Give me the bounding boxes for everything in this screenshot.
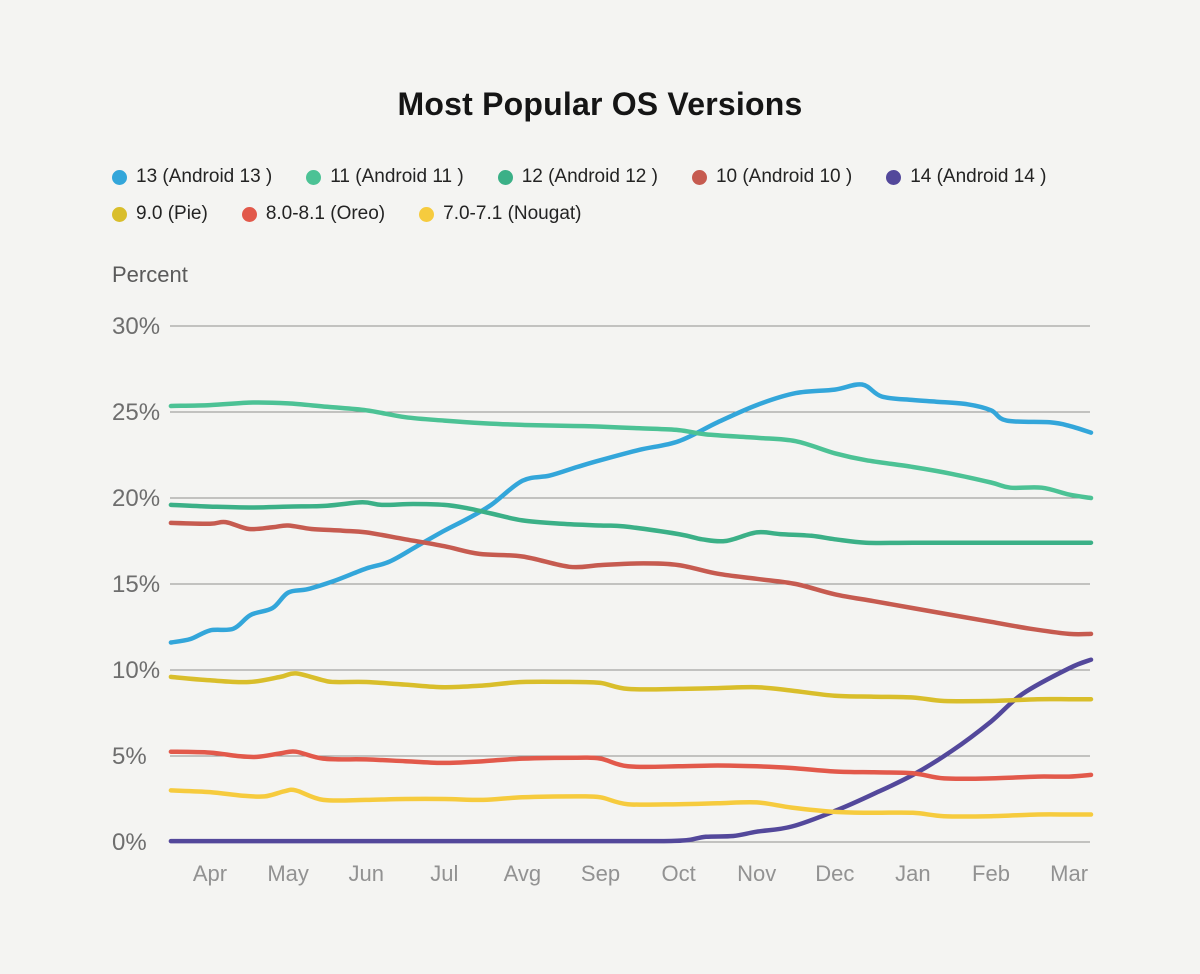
x-tick-label: Jan xyxy=(895,861,930,886)
x-tick-label: May xyxy=(267,861,309,886)
series-line-12-android-12 xyxy=(168,500,1094,546)
legend-marker-icon xyxy=(886,169,902,185)
x-tick-label: Feb xyxy=(972,861,1010,886)
y-tick-label: 5% xyxy=(112,743,147,770)
legend-item-label: 7.0-7.1 (Nougat) xyxy=(443,203,582,224)
legend-marker-icon xyxy=(497,169,513,185)
legend-marker-icon xyxy=(112,206,127,222)
chart-title: Most Popular OS Versions xyxy=(397,86,803,122)
y-tick-label: 15% xyxy=(112,571,160,598)
y-axis-title: Percent xyxy=(112,262,188,287)
legend-item-7-0-7-1-nougat[interactable]: 7.0-7.1 (Nougat) xyxy=(419,203,582,225)
legend-item-14-android-14[interactable]: 14 (Android 14 ) xyxy=(886,166,1046,188)
legend-item-label: 9.0 (Pie) xyxy=(136,203,208,224)
legend-marker-icon xyxy=(112,169,127,185)
legend-marker-icon xyxy=(306,169,322,185)
legend-marker-icon xyxy=(419,206,435,222)
x-tick-label: Sep xyxy=(581,861,620,886)
legend-item-12-android-12[interactable]: 12 (Android 12 ) xyxy=(497,166,658,188)
y-tick-label: 30% xyxy=(112,313,160,340)
x-tick-label: Mar xyxy=(1050,861,1088,886)
legend-row: 13 (Android 13 ) 11 (Android 11 ) 12 (Andr… xyxy=(112,166,1160,188)
y-tick-label: 0% xyxy=(112,829,147,856)
x-tick-label: Avg xyxy=(504,861,542,886)
series-line-7-0-7-1-nougat xyxy=(168,787,1094,819)
legend-marker-icon xyxy=(691,169,707,185)
x-tick-label: Nov xyxy=(737,861,776,886)
legend: 13 (Android 13 ) 11 (Android 11 ) 12 (Andr… xyxy=(112,166,1160,240)
legend-item-label: 8.0-8.1 (Oreo) xyxy=(265,203,386,224)
legend-item-8-0-8-1-oreo[interactable]: 8.0-8.1 (Oreo) xyxy=(241,203,386,225)
legend-item-label: 12 (Android 12 ) xyxy=(521,166,658,187)
legend-item-label: 13 (Android 13 ) xyxy=(136,166,273,187)
legend-marker-icon xyxy=(241,206,257,222)
legend-item-label: 11 (Android 11 ) xyxy=(330,166,464,187)
series-line-10-android-10 xyxy=(168,519,1094,637)
x-tick-label: Dec xyxy=(815,861,854,886)
series-line-11-android-11 xyxy=(168,400,1094,501)
legend-row: 9.0 (Pie) 8.0-8.1 (Oreo) 7.0-7.1 (Nougat) xyxy=(112,203,1160,225)
legend-item-13-android-13[interactable]: 13 (Android 13 ) xyxy=(112,166,272,188)
series-line-13-android-13 xyxy=(168,382,1094,645)
x-tick-label: Jul xyxy=(430,861,458,886)
x-tick-label: Jun xyxy=(348,861,383,886)
legend-item-9-0-pie[interactable]: 9.0 (Pie) xyxy=(112,203,208,225)
legend-item-label: 14 (Android 14 ) xyxy=(910,166,1047,187)
y-tick-label: 25% xyxy=(112,399,160,426)
legend-item-label: 10 (Android 10 ) xyxy=(715,166,853,187)
y-tick-label: 10% xyxy=(112,657,160,684)
legend-item-11-android-11[interactable]: 11 (Android 11 ) xyxy=(306,166,464,188)
legend-item-10-android-10[interactable]: 10 (Android 10 ) xyxy=(691,166,853,188)
x-tick-label: Oct xyxy=(661,861,695,886)
series-line-14-android-14 xyxy=(168,657,1094,844)
series-line-9-0-pie xyxy=(168,671,1094,704)
x-tick-label: Apr xyxy=(193,861,227,886)
series-line-8-0-8-1-oreo xyxy=(168,749,1094,782)
y-tick-label: 20% xyxy=(112,485,160,512)
